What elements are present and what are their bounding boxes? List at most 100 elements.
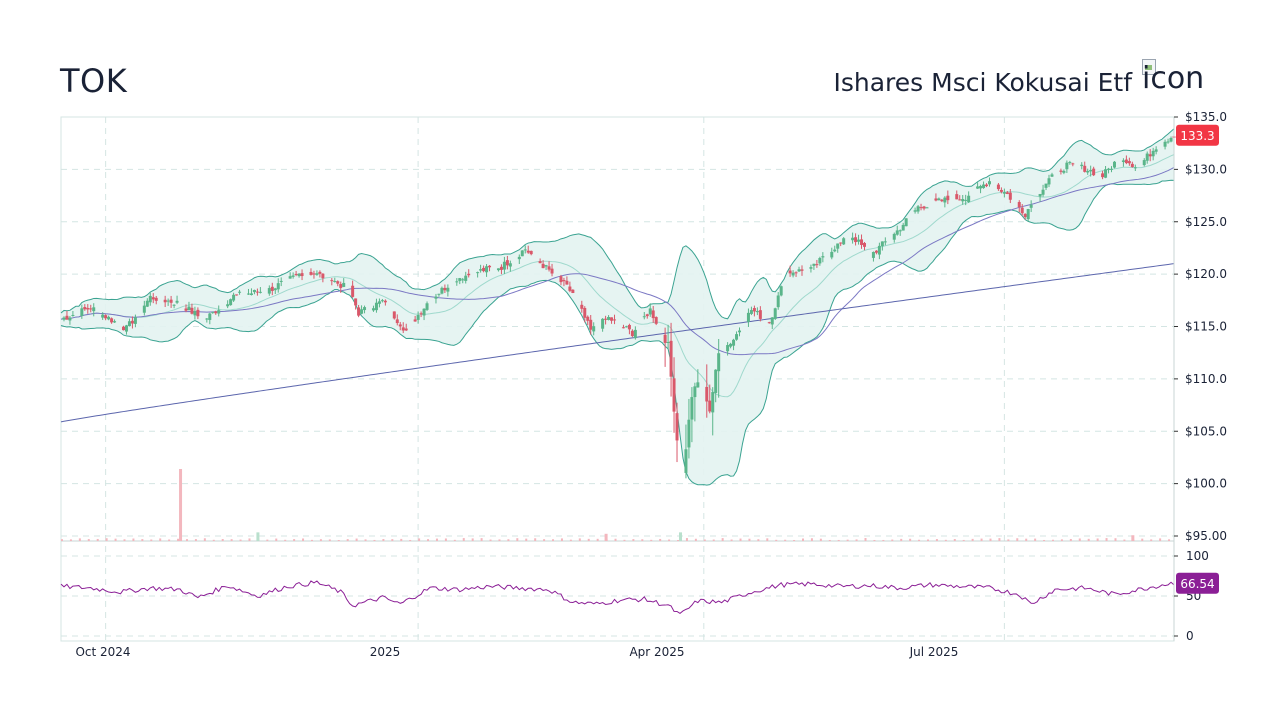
candle-body xyxy=(544,265,548,267)
volume-bar xyxy=(248,538,251,541)
candle-body xyxy=(92,307,96,312)
bollinger-band xyxy=(60,128,1175,486)
candle-body xyxy=(383,300,387,303)
volume-bar xyxy=(123,539,126,541)
candle-body xyxy=(229,299,233,306)
candle-body xyxy=(1041,189,1045,195)
rsi-tick-label: 50 xyxy=(1186,589,1201,603)
candle-body xyxy=(836,243,840,249)
candle-body xyxy=(583,307,587,318)
candle-body xyxy=(729,343,733,347)
candle-body xyxy=(538,261,542,264)
volume-bar xyxy=(87,539,90,541)
volume-bar xyxy=(891,539,894,541)
candle-body xyxy=(1008,192,1012,200)
candle-body xyxy=(901,224,905,231)
candle-body xyxy=(979,185,983,189)
candle-body xyxy=(892,233,896,240)
volume-bar xyxy=(1043,539,1046,541)
volume-bar xyxy=(918,539,921,541)
candle-body xyxy=(235,294,239,296)
candle-body xyxy=(425,303,429,310)
time-tick-label: Apr 2025 xyxy=(629,645,684,659)
volume-bar xyxy=(677,539,680,541)
price-tick-label: $105.0 xyxy=(1185,424,1227,438)
candle-body xyxy=(1047,178,1051,185)
candle-body xyxy=(104,315,108,319)
volume-bar xyxy=(203,538,206,541)
candle-body xyxy=(404,328,408,331)
candle-body xyxy=(755,310,759,313)
volume-spike xyxy=(256,532,260,541)
candle-body xyxy=(226,304,230,307)
volume-bar xyxy=(926,539,929,541)
candle-body xyxy=(1127,161,1131,164)
volume-bar xyxy=(632,539,635,541)
volume-bar xyxy=(373,539,376,541)
volume-bar xyxy=(498,539,501,541)
candle-body xyxy=(395,319,399,324)
volume-bar xyxy=(168,539,171,541)
candle-body xyxy=(961,199,965,202)
candle-body xyxy=(797,269,801,272)
volume-bar xyxy=(587,538,590,541)
candle-body xyxy=(172,304,176,306)
volume-bar xyxy=(605,539,608,541)
volume-bar xyxy=(1105,538,1108,541)
candle-body xyxy=(987,181,991,185)
candle-body xyxy=(488,265,492,268)
last-rsi-badge xyxy=(1176,572,1219,594)
candle-body xyxy=(860,239,864,245)
candle-body xyxy=(985,184,989,187)
candle-body xyxy=(770,317,774,325)
volume-bar xyxy=(1168,539,1171,541)
volume-bar xyxy=(141,539,144,541)
candle-body xyxy=(526,250,530,253)
rsi-tick-label: 0 xyxy=(1186,629,1194,643)
volume-bar xyxy=(364,539,367,541)
volume-bar xyxy=(1034,538,1037,541)
candle-body xyxy=(1163,141,1167,147)
candle-body xyxy=(1112,161,1116,168)
candle-body xyxy=(1089,169,1093,172)
candle-body xyxy=(1017,202,1021,208)
candle-body xyxy=(999,189,1003,192)
candle-body xyxy=(1145,153,1149,161)
volume-bar xyxy=(900,538,903,541)
volume-bar xyxy=(873,539,876,541)
candle-body xyxy=(315,273,319,275)
candle-body xyxy=(586,316,590,321)
volume-bar xyxy=(962,539,965,541)
volume-bar xyxy=(650,539,653,541)
candle-body xyxy=(547,266,551,270)
volume-bar xyxy=(784,539,787,541)
volume-bar xyxy=(177,538,180,541)
candle-body xyxy=(854,237,858,243)
volume-bar xyxy=(668,539,671,541)
volume-bar xyxy=(543,539,546,541)
candle-body xyxy=(851,237,855,241)
candle-body xyxy=(821,256,825,258)
candle-body xyxy=(1059,170,1063,172)
candle-body xyxy=(1092,168,1096,176)
candle-body xyxy=(232,294,236,301)
candle-body xyxy=(294,273,298,275)
volume-bar xyxy=(569,539,572,541)
candle-body xyxy=(604,318,608,320)
volume-bar xyxy=(596,538,599,541)
candle-body xyxy=(312,273,316,275)
candle-body xyxy=(416,315,420,320)
candle-body xyxy=(65,315,69,320)
volume-bar xyxy=(685,538,688,541)
candle-body xyxy=(779,286,783,296)
candle-body xyxy=(300,273,304,277)
volume-bar xyxy=(1051,539,1054,541)
last-price-badge xyxy=(1176,124,1219,146)
candle-body xyxy=(121,326,125,331)
candle-body xyxy=(249,293,253,296)
volume-bar xyxy=(1007,539,1010,541)
candle-body xyxy=(309,271,313,275)
candle-body xyxy=(940,199,944,202)
candle-body xyxy=(874,250,878,253)
